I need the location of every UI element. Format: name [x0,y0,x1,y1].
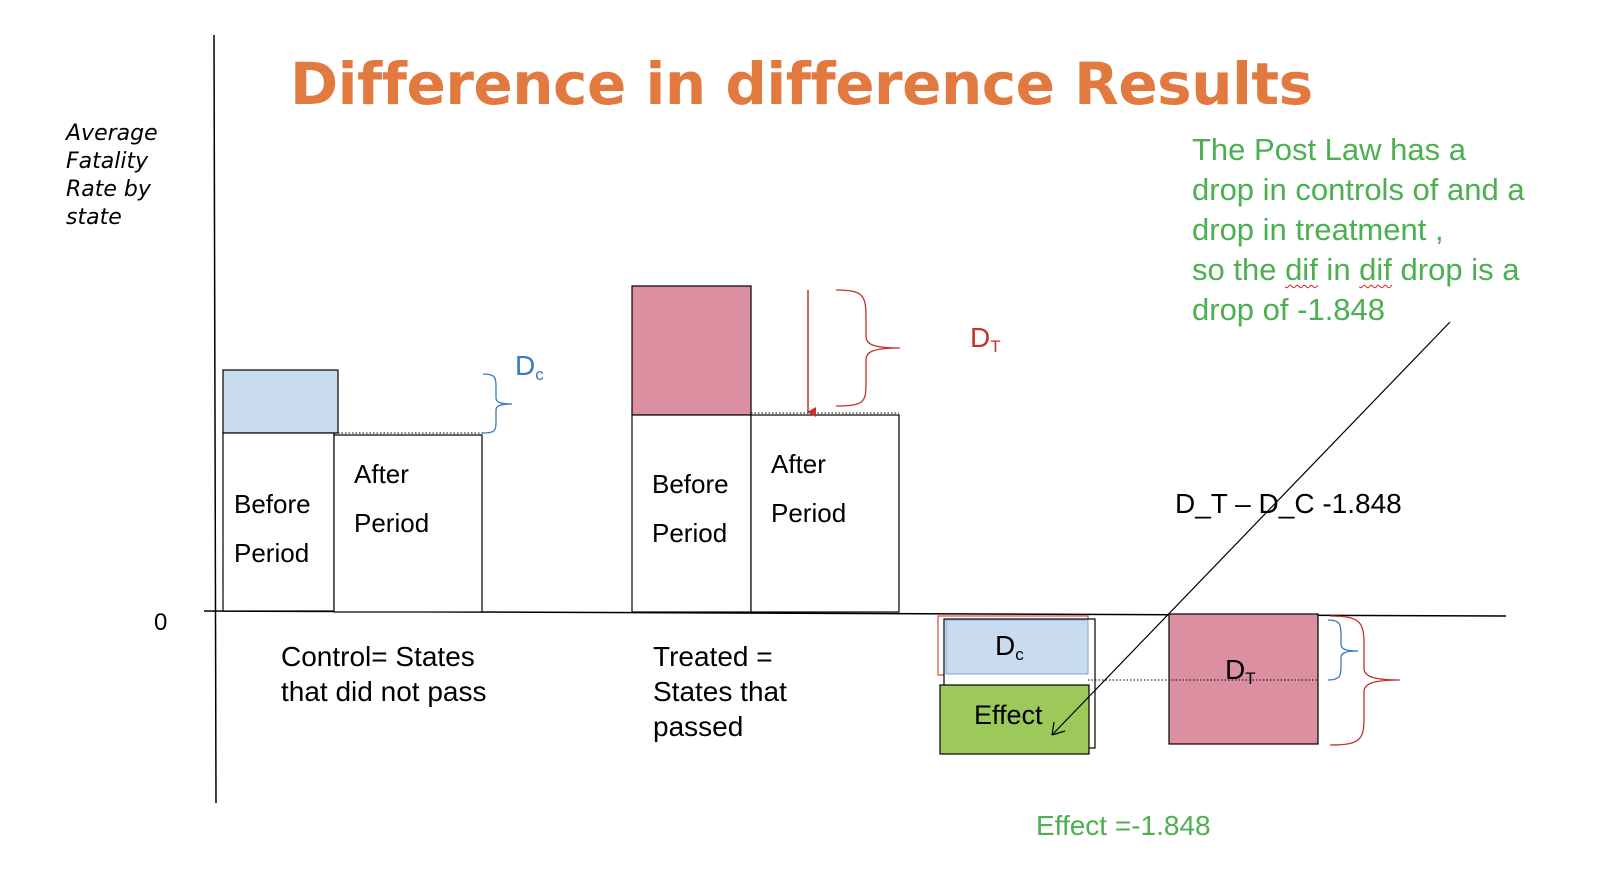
dt-letter: D [970,322,991,353]
result-dt-pink-box [1168,613,1319,745]
note-word-dif: dif [1359,252,1392,287]
result-dc-label: Dc [995,630,1024,664]
y-axis-line [213,34,217,804]
treated-dt-label: DT [970,322,1001,356]
treated-caption: Treated = States that passed [653,639,787,744]
control-dc-brace-icon [482,373,513,434]
control-after-label: After Period [354,450,429,548]
note-line: drop in treatment , [1192,212,1444,247]
control-caption-line: that did not pass [281,676,487,707]
treated-after-box [750,414,900,613]
note-word-dif: dif [1285,252,1318,287]
control-dc-label: Dc [515,350,544,384]
result-dc-brace-icon [1327,619,1359,681]
dt-subscript: T [990,337,1001,356]
treated-before-line: Before [652,469,729,499]
result-dt-letter: D [1225,654,1246,685]
y-axis-label-line: Rate by [66,177,151,202]
note-text: in [1317,252,1360,287]
control-after-line: Period [354,508,430,538]
result-dc-letter: D [995,630,1016,661]
result-dt-subscript: T [1245,669,1256,688]
note-line: The Post Law has a [1192,132,1466,167]
note-text: so the [1192,252,1286,287]
control-before-box [222,432,335,612]
treated-before-box [631,414,752,613]
result-effect-label: Effect [974,700,1043,730]
treated-caption-line: passed [653,711,744,742]
note-line: drop of -1.848 [1192,292,1386,327]
effect-value: Effect =-1.848 [1036,810,1211,841]
result-dc-subscript: c [1015,645,1024,664]
result-dt-brace-icon [1329,615,1401,746]
treated-caption-line: Treated = [653,641,773,672]
difference-formula: D_T – D_C -1.848 [1175,488,1402,519]
effect-pointer-arrowhead-icon [1051,721,1066,736]
explanation-note: The Post Law has a drop in controls of a… [1192,130,1525,330]
result-dt-label: DT [1225,654,1256,688]
control-before-line: Before [234,489,311,519]
control-after-box [333,434,483,613]
dc-subscript: c [535,365,544,384]
control-caption-line: Control= States [281,641,475,672]
result-dc-blue-box [945,619,1089,675]
note-line: drop in controls of and a [1192,172,1525,207]
y-axis-zero-label: 0 [154,609,168,636]
y-axis-label-line: Fatality [66,149,149,174]
treated-after-line: Period [771,498,847,528]
treated-dt-brace-icon [835,289,901,407]
control-caption: Control= States that did not pass [281,639,486,709]
treated-after-line: After [771,449,826,479]
control-dc-blue-box [222,369,339,434]
treated-caption-line: States that [653,676,787,707]
treated-before-line: Period [652,518,728,548]
y-axis-label: Average Fatality Rate by state [66,120,206,232]
result-effect-green-box [939,684,1090,755]
control-before-line: Period [234,538,310,568]
y-axis-label-line: Average [66,121,158,146]
treated-before-label: Before Period [652,460,729,558]
effect-pointer-line [1051,321,1451,736]
control-after-line: After [354,459,409,489]
note-text: drop is a [1391,252,1520,287]
page-title: Difference in difference Results [290,50,1313,118]
control-before-label: Before Period [234,480,311,578]
treated-after-label: After Period [771,440,846,538]
dc-letter: D [515,350,536,381]
treated-dt-pink-box [631,285,752,416]
note-line: so the dif in dif drop is a [1192,250,1525,290]
y-axis-label-line: state [66,205,122,230]
